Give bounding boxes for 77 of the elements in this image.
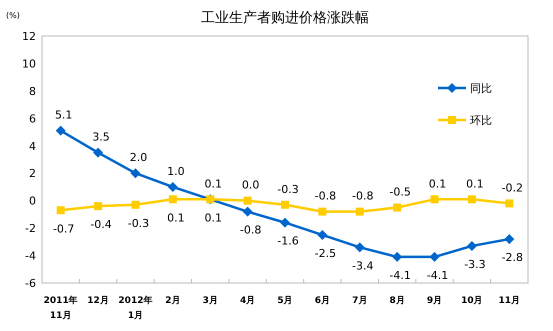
point: [130, 168, 140, 178]
point: [168, 182, 178, 192]
y-tick-label: 0: [29, 194, 36, 208]
data-label: -4.1: [426, 268, 448, 282]
x-tick-label: 8月: [390, 295, 405, 306]
point: [280, 218, 290, 228]
data-label: -0.4: [90, 218, 112, 232]
point: [504, 234, 514, 244]
y-tick-label: 10: [22, 57, 36, 70]
legend-label: 同比: [470, 82, 492, 95]
data-label: 3.5: [92, 130, 110, 144]
y-tick-label: 8: [29, 84, 36, 98]
point: [468, 195, 476, 204]
data-label: -0.7: [52, 222, 74, 236]
point: [392, 252, 402, 262]
x-tick-label: 10月: [461, 295, 483, 306]
point: [354, 242, 365, 252]
point: [318, 208, 326, 216]
point: [505, 199, 514, 208]
x-tick-label: 6月: [314, 295, 330, 306]
point: [242, 206, 253, 217]
point: [317, 230, 328, 240]
y-axis-title: (%): [6, 11, 20, 20]
x-tick-label: 2012年 1月: [118, 295, 152, 321]
x-tick-label: 2011年 11月: [44, 295, 78, 321]
data-label: 5.1: [54, 108, 72, 122]
data-label: -3.4: [352, 259, 374, 272]
point: [93, 148, 104, 158]
legend-label: 环比: [470, 114, 492, 127]
point: [131, 200, 140, 209]
data-label: -0.3: [128, 216, 150, 230]
data-label: -0.3: [277, 182, 299, 196]
y-tick-label: -6: [25, 277, 36, 290]
point: [430, 195, 439, 204]
data-label: -2.8: [502, 251, 524, 264]
y-tick-label: 6: [29, 112, 36, 126]
data-label: 0.1: [167, 211, 185, 224]
chart-title: 工业生产者购进价格涨跌幅: [201, 10, 369, 26]
data-label: 0.1: [466, 177, 484, 190]
data-label: 0.1: [428, 177, 446, 190]
point: [56, 126, 66, 136]
data-label: 1.0: [167, 164, 185, 178]
point: [356, 208, 364, 216]
point: [281, 200, 289, 209]
x-tick-label: 3月: [202, 295, 218, 306]
point: [168, 195, 177, 204]
point: [466, 240, 477, 251]
point: [244, 196, 252, 205]
data-label: -0.2: [502, 181, 524, 194]
y-tick-label: 2: [29, 167, 36, 180]
data-label: 0.1: [204, 177, 222, 190]
data-label: 2.0: [130, 151, 148, 164]
data-label: 0.1: [204, 211, 222, 224]
x-tick-label: 2月: [165, 295, 180, 306]
data-label: -0.8: [352, 190, 374, 203]
data-label: -2.5: [314, 246, 336, 260]
data-label: -1.6: [277, 234, 299, 248]
point: [56, 206, 65, 214]
x-tick-label: 11月: [498, 295, 520, 306]
y-tick-label: 4: [29, 140, 36, 153]
data-label: -0.8: [314, 190, 336, 203]
x-tick-label: 7月: [352, 295, 368, 306]
y-tick-label: -2: [25, 222, 36, 236]
x-tick-label: 9月: [426, 295, 442, 306]
y-tick-label: 12: [22, 30, 36, 43]
x-tick-label: 5月: [277, 295, 293, 306]
y-tick-label: -4: [25, 250, 36, 263]
data-label: -4.1: [389, 268, 411, 282]
point: [393, 204, 402, 212]
point: [430, 252, 440, 262]
data-label: -0.8: [240, 224, 262, 237]
x-tick-label: 12月: [87, 295, 109, 306]
data-label: -3.3: [464, 258, 486, 271]
x-tick-label: 4月: [240, 295, 256, 306]
point: [94, 202, 102, 210]
data-label: 0.0: [242, 178, 260, 192]
data-label: -0.5: [389, 186, 411, 199]
